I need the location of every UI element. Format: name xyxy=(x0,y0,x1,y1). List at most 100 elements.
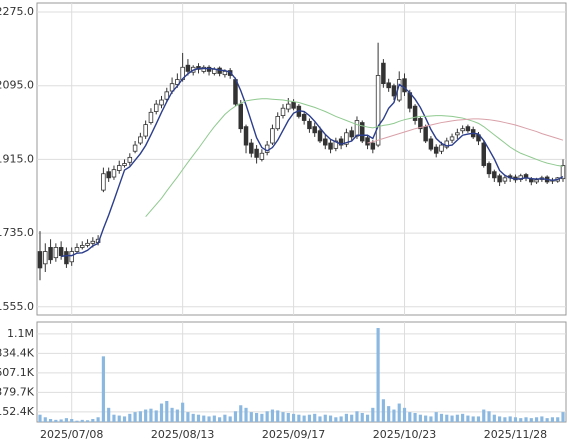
volume-bar xyxy=(387,406,391,422)
candle-body xyxy=(481,142,487,166)
plot-area xyxy=(36,321,567,423)
volume-bar xyxy=(466,415,470,422)
candle-body xyxy=(291,101,296,109)
candle-body xyxy=(560,165,566,180)
volume-bar xyxy=(550,417,555,422)
volume-bar xyxy=(318,416,322,422)
volume-bar xyxy=(128,413,132,422)
volume-bar xyxy=(181,402,185,422)
volume-bar xyxy=(413,412,417,422)
volume-bar xyxy=(418,414,422,422)
x-tick-label: 2025/11/28 xyxy=(484,428,547,441)
candle-body xyxy=(381,62,386,85)
candle-body xyxy=(323,138,328,146)
candle-body xyxy=(243,126,249,146)
volume-bar xyxy=(159,403,164,422)
volume-bar xyxy=(350,414,354,422)
candle-body xyxy=(455,132,460,136)
volume-bar xyxy=(138,411,142,422)
volume-bar xyxy=(540,416,544,422)
candle-body xyxy=(127,156,133,163)
candle-body xyxy=(328,142,333,150)
volume-bar xyxy=(376,328,380,422)
candle-body xyxy=(354,120,360,137)
candle-body xyxy=(132,144,138,152)
candle-body xyxy=(349,130,354,138)
candle-body xyxy=(333,140,339,149)
candle-body xyxy=(164,91,170,100)
volume-bar xyxy=(165,400,169,422)
volume-bar xyxy=(91,418,95,422)
candle-body xyxy=(439,144,444,152)
y-tick-label: 1735.0 xyxy=(0,226,34,239)
candle-body xyxy=(90,240,96,244)
volume-bar xyxy=(313,413,317,422)
candle-body xyxy=(270,128,275,144)
volume-bar xyxy=(244,407,248,422)
candle-body xyxy=(280,107,286,116)
volume-bar xyxy=(122,416,127,422)
volume-bar xyxy=(381,399,385,422)
volume-bar xyxy=(207,416,211,422)
candle-body xyxy=(423,126,428,142)
candle-body xyxy=(159,99,164,106)
candle-body xyxy=(360,122,365,142)
moving-average-line xyxy=(367,118,564,144)
candle-body xyxy=(402,78,407,93)
candle-body xyxy=(275,116,280,130)
candle-body xyxy=(428,138,434,150)
volume-bar xyxy=(218,417,222,422)
candle-body xyxy=(518,175,523,180)
candle-body xyxy=(286,103,291,110)
moving-average-line xyxy=(61,67,564,258)
volume-bar xyxy=(249,412,253,422)
candle-body xyxy=(37,251,43,269)
candle-body xyxy=(338,138,344,146)
volume-bar xyxy=(434,412,438,422)
volume-bar xyxy=(524,417,528,422)
y-tick-label: 1555.0 xyxy=(0,300,34,313)
volume-bar xyxy=(239,405,243,422)
volume-bar xyxy=(492,414,496,422)
volume-bar xyxy=(365,414,370,422)
candle-body xyxy=(465,126,471,132)
volume-bar xyxy=(344,413,348,422)
candle-body xyxy=(344,132,349,145)
candle-body xyxy=(122,163,127,166)
volume-bar xyxy=(307,414,312,422)
volume-bar xyxy=(482,409,486,422)
volume-bar xyxy=(170,407,174,422)
x-tick-label: 2025/08/13 xyxy=(151,428,214,441)
volume-bar xyxy=(270,409,275,422)
y-tick-label: 2095.0 xyxy=(0,79,34,92)
y-tick-label: 607.1K xyxy=(0,366,35,379)
volume-bar xyxy=(334,417,338,422)
candle-body xyxy=(433,146,439,154)
volume-bar xyxy=(265,411,269,422)
volume-bar xyxy=(471,416,475,422)
volume-bar xyxy=(561,412,565,422)
candle-body xyxy=(138,136,143,144)
volume-bar xyxy=(513,417,518,422)
volume-bar xyxy=(529,418,533,422)
volume-bar xyxy=(85,420,90,422)
volume-bar xyxy=(450,415,454,422)
volume-bar xyxy=(64,418,68,422)
candle-body xyxy=(74,247,80,252)
volume-bar xyxy=(323,414,327,422)
candle-body xyxy=(80,244,85,248)
volume-bar xyxy=(291,413,296,422)
volume-bar xyxy=(255,412,259,422)
y-tick-label: 1915.0 xyxy=(0,152,34,165)
volume-bar xyxy=(70,418,74,422)
candle-body xyxy=(449,136,455,141)
y-tick-label: 1.1M xyxy=(7,327,34,340)
candle-body xyxy=(534,179,539,183)
volume-bar xyxy=(112,414,116,422)
y-tick-label: 2275.0 xyxy=(0,5,34,18)
candle-body xyxy=(185,64,191,72)
volume-bar xyxy=(545,418,549,422)
volume-bar xyxy=(297,414,301,422)
volume-bar xyxy=(498,416,502,422)
volume-bar xyxy=(281,412,285,422)
